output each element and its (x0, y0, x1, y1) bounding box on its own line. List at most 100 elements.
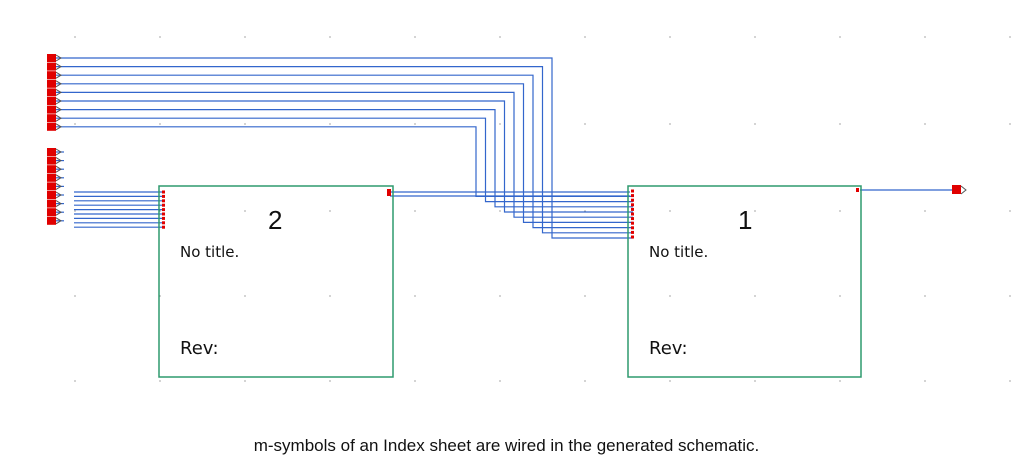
grid-dot (74, 210, 76, 212)
port-arrow-icon (55, 114, 62, 122)
port-arrow-icon (55, 182, 62, 190)
symbol-1-input-pin (631, 203, 634, 207)
wires (56, 57, 952, 239)
grid-dot (159, 36, 161, 38)
grid-dot (584, 380, 586, 382)
symbol-1-number: 1 (738, 205, 752, 235)
wire (56, 108, 633, 208)
grid-dot (669, 295, 671, 297)
grid-dot (499, 123, 501, 125)
port-arrow-icon (55, 217, 62, 225)
output-port-pin (952, 185, 961, 194)
wire (56, 65, 633, 234)
symbol-1-rev: Rev: (649, 338, 688, 359)
m-symbol-2[interactable]: 2 No title. Rev: (158, 185, 394, 378)
grid-dot (839, 380, 841, 382)
grid-dot (584, 210, 586, 212)
input-port-pin (47, 122, 56, 131)
symbol-2-input-pin (162, 225, 165, 229)
wire (56, 83, 633, 223)
input-port-pin (47, 216, 56, 225)
grid-dot (159, 380, 161, 382)
grid-dot (584, 36, 586, 38)
grid-dot (754, 36, 756, 38)
port-arrow-icon (55, 88, 62, 96)
grid-dot (74, 36, 76, 38)
grid-dot (754, 380, 756, 382)
wire (56, 117, 633, 203)
port-arrow-icon (55, 54, 62, 62)
figure-caption: m-symbols of an Index sheet are wired in… (253, 436, 760, 455)
input-port-pin (47, 88, 56, 97)
symbol-2-frame (158, 185, 394, 378)
symbol-2-input-pin (162, 199, 165, 203)
grid-dot (924, 123, 926, 125)
symbol-2-input-pin (162, 221, 165, 225)
port-arrow-icon (55, 157, 62, 165)
input-port-pin (47, 54, 56, 62)
grid-dot (924, 380, 926, 382)
symbol-1-output-pin (856, 188, 859, 192)
wire (56, 100, 633, 213)
grid-dot (584, 123, 586, 125)
input-port-pin (47, 191, 56, 199)
port-arrow-icon (55, 200, 62, 208)
grid-dot (329, 295, 331, 297)
symbol-2-input-pin (162, 194, 165, 198)
grid-dot (499, 295, 501, 297)
input-port-pin (47, 208, 56, 217)
input-port-pin (47, 114, 56, 123)
grid-dot (669, 36, 671, 38)
symbol-1-input-pin (631, 194, 634, 198)
grid-dot (244, 36, 246, 38)
grid-dot (754, 123, 756, 125)
symbol-1-input-pin (631, 226, 634, 230)
symbol-1-input-pin (631, 235, 634, 239)
grid-dot (244, 380, 246, 382)
grid-dot (1009, 380, 1011, 382)
grid-dot (74, 123, 76, 125)
grid-dot (754, 295, 756, 297)
grid-dot (839, 123, 841, 125)
grid-dot (329, 36, 331, 38)
symbol-1-input-pin (631, 221, 634, 225)
grid-dot (1009, 295, 1011, 297)
input-port-pin (47, 173, 56, 182)
input-port-pin (47, 165, 56, 174)
grid-dot (244, 210, 246, 212)
grid-dot (924, 36, 926, 38)
symbol-2-number: 2 (268, 205, 282, 235)
port-arrow-icon (55, 174, 62, 182)
symbol-1-input-pin (631, 198, 634, 202)
symbol-2-input-pin (162, 212, 165, 216)
port-arrow-icon (55, 106, 62, 114)
grid-dot (414, 36, 416, 38)
port-arrow-icon (55, 97, 62, 105)
input-port-pin (47, 62, 56, 71)
symbol-1-input-pin (631, 212, 634, 216)
input-port-pin (47, 182, 56, 191)
grid-dot (414, 380, 416, 382)
grid-dot (159, 295, 161, 297)
grid-dot (1009, 36, 1011, 38)
grid-dot (669, 210, 671, 212)
grid-dot (74, 295, 76, 297)
symbol-2-input-pin (162, 216, 165, 220)
symbol-2-input-pin (162, 190, 165, 194)
symbol-1-input-pin (631, 189, 634, 193)
grid-dot (839, 210, 841, 212)
m-symbol-1[interactable]: 1 No title. Rev: (627, 185, 862, 378)
grid-dot (924, 295, 926, 297)
input-port-pin (47, 105, 56, 114)
grid-dot (669, 123, 671, 125)
grid-dot (414, 210, 416, 212)
grid-dot (669, 380, 671, 382)
grid-dot (414, 123, 416, 125)
grid-dots (74, 36, 1011, 382)
port-arrow-icon (960, 185, 967, 195)
port-arrow-icon (55, 123, 62, 131)
grid-dot (414, 295, 416, 297)
wire (56, 74, 633, 229)
symbol-2-input-pin (162, 208, 165, 212)
grid-dot (839, 36, 841, 38)
